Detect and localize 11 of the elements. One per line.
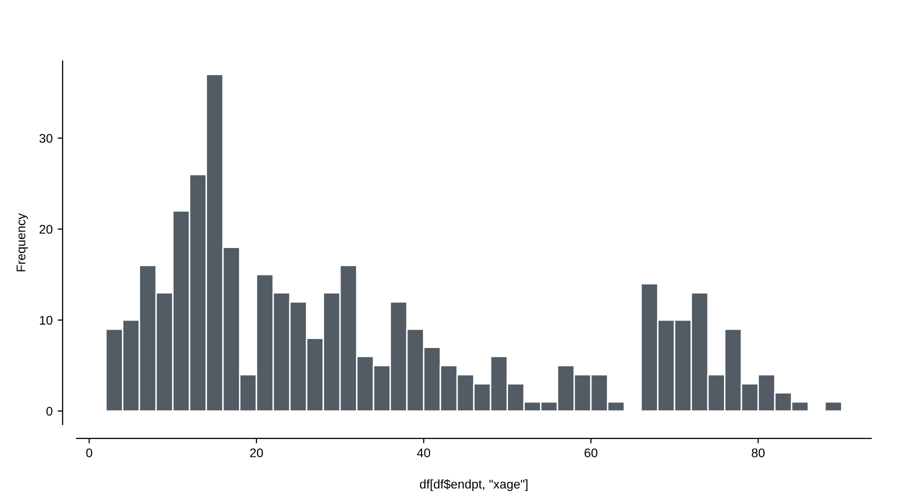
x-axis-title: df[df$endpt, "xage"] [420, 479, 528, 492]
y-tick-label: 10 [40, 316, 52, 325]
x-tick-label: 60 [584, 448, 598, 458]
y-axis-title: Frequency [16, 213, 28, 272]
x-tick-label: 0 [86, 448, 92, 458]
x-tick-label: 80 [752, 448, 765, 458]
x-tick-label: 20 [250, 448, 263, 458]
y-tick-label: 0 [46, 406, 52, 416]
y-tick-label: 20 [40, 224, 52, 234]
x-tick-label: 40 [417, 448, 430, 458]
y-tick-label: 30 [39, 134, 52, 143]
